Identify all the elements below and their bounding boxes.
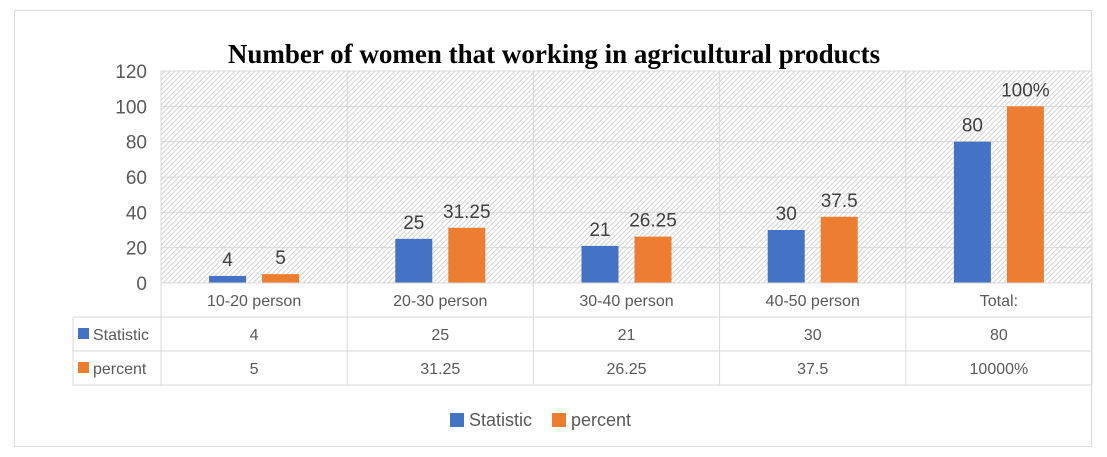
bar-percent (262, 274, 300, 283)
bar-statistic (953, 141, 991, 283)
table-series-name: percent (93, 361, 147, 378)
table-cell: 4 (250, 327, 259, 344)
y-tick-label: 80 (126, 133, 147, 154)
legend-label-percent: percent (571, 410, 631, 430)
bar-statistic (581, 245, 619, 283)
legend-label-statistic: Statistic (469, 410, 532, 430)
data-label: 21 (589, 220, 610, 241)
data-label: 100% (1001, 80, 1050, 101)
chart-frame: Number of women that working in agricult… (14, 10, 1093, 447)
data-label: 30 (776, 204, 797, 225)
table-cell: 21 (618, 327, 636, 344)
table-legend-key (78, 362, 89, 373)
table-cell: 26.25 (606, 361, 646, 378)
data-label: 4 (222, 250, 233, 271)
data-label: 25 (403, 213, 424, 234)
bar-statistic (209, 275, 247, 283)
table-cell: 10000% (970, 361, 1029, 378)
data-label: 80 (962, 116, 983, 137)
bar-percent (634, 236, 672, 283)
chart-title: Number of women that working in agricult… (228, 39, 880, 69)
data-label: 5 (275, 248, 286, 269)
data-label: 26.25 (629, 211, 677, 232)
category-label: 40-50 person (766, 293, 860, 310)
data-label: 31.25 (443, 202, 491, 223)
bar-percent (448, 227, 486, 283)
category-label: Total: (980, 293, 1018, 310)
table-cell: 30 (804, 327, 822, 344)
table-series-name: Statistic (93, 327, 149, 344)
category-label: 20-30 person (393, 293, 487, 310)
y-tick-label: 20 (126, 239, 147, 260)
bar-statistic (395, 238, 433, 283)
chart-svg: Number of women that working in agricult… (72, 39, 1093, 430)
category-label: 30-40 person (579, 293, 673, 310)
bar-statistic (767, 230, 805, 283)
legend-swatch-statistic (450, 413, 464, 427)
legend-swatch-percent (552, 413, 566, 427)
y-tick-label: 60 (126, 168, 147, 189)
bar-percent (1006, 106, 1044, 283)
table-cell: 37.5 (797, 361, 828, 378)
table-legend-key (78, 328, 89, 339)
y-tick-label: 0 (136, 274, 147, 295)
y-tick-label: 100 (115, 97, 147, 118)
table-cell: 25 (431, 327, 449, 344)
category-label: 10-20 person (207, 293, 301, 310)
y-tick-label: 120 (115, 62, 147, 83)
table-cell: 5 (250, 361, 259, 378)
bar-percent (820, 216, 858, 283)
table-cell: 80 (990, 327, 1008, 344)
y-tick-label: 40 (126, 203, 147, 224)
data-label: 37.5 (821, 191, 858, 212)
table-cell: 31.25 (420, 361, 460, 378)
